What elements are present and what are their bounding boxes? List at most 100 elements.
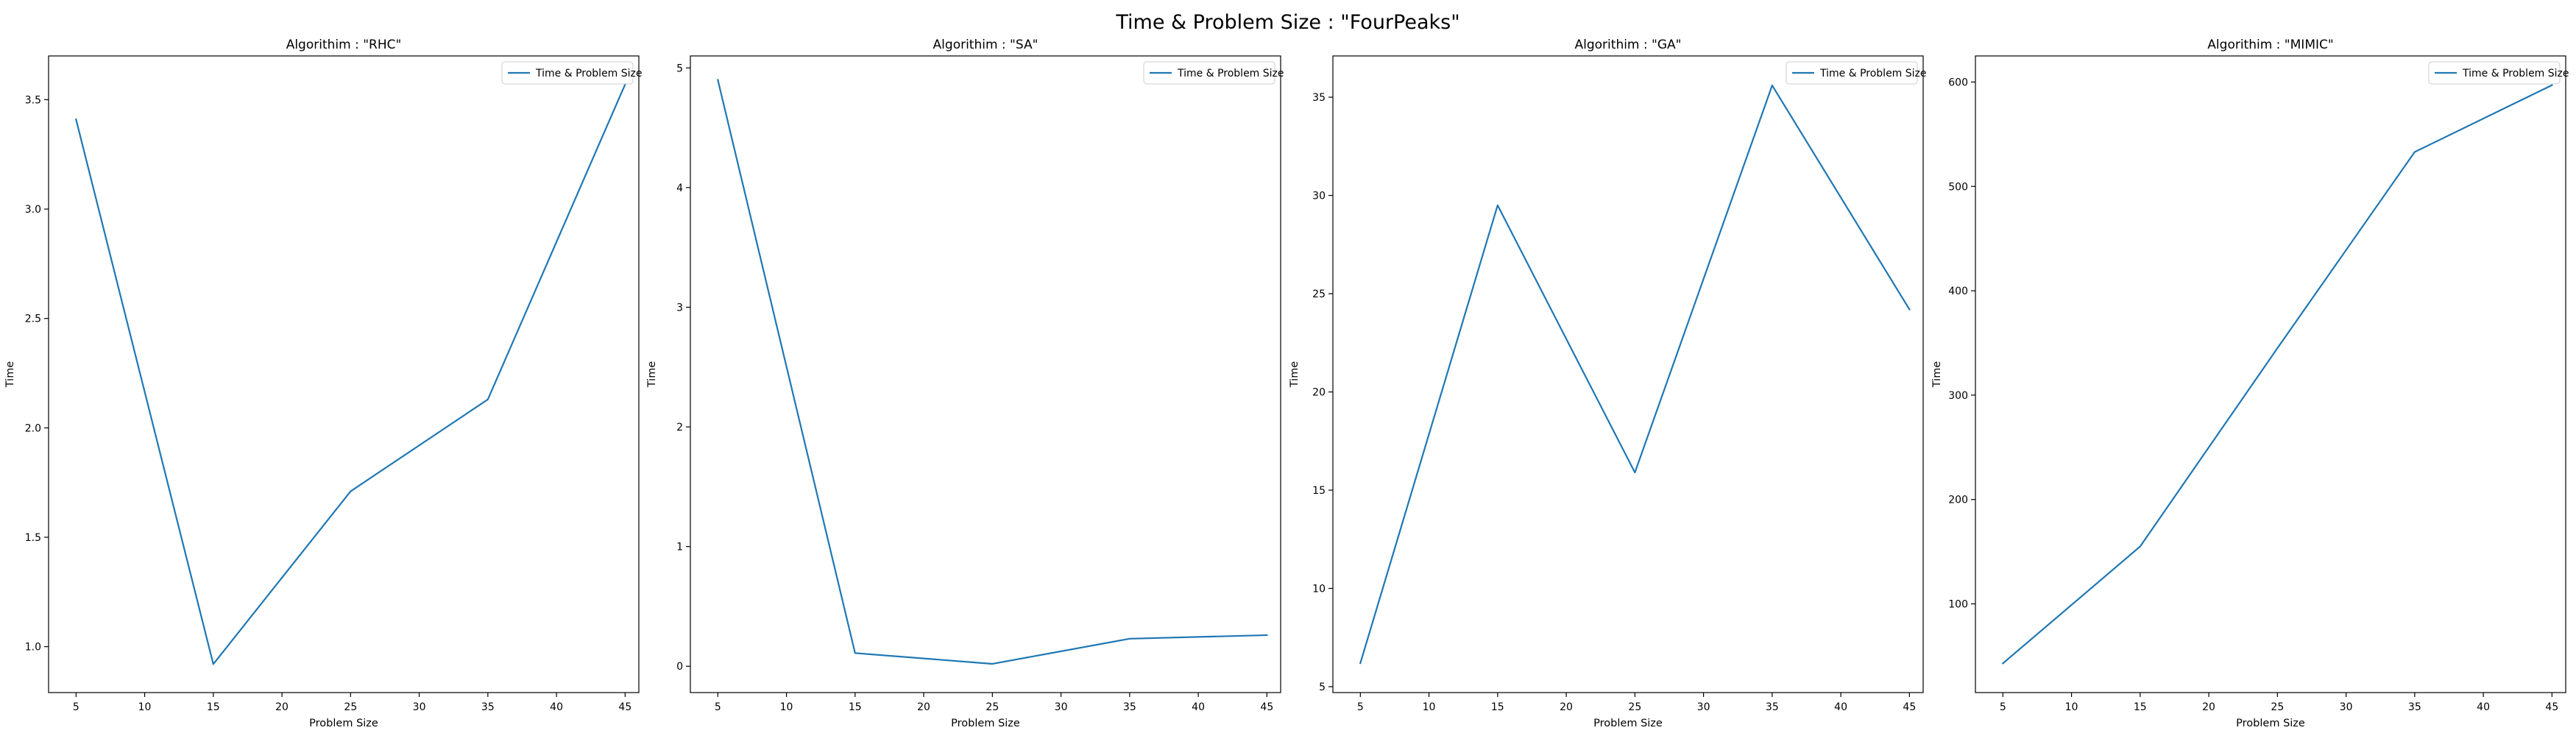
x-tick-label: 5 xyxy=(73,701,79,713)
x-tick-label: 15 xyxy=(207,701,220,713)
x-tick-label: 15 xyxy=(849,701,862,713)
y-tick-label: 200 xyxy=(1948,495,1968,506)
y-tick-label: 20 xyxy=(1312,387,1326,399)
y-tick-label: 5 xyxy=(1319,682,1326,693)
x-tick-label: 35 xyxy=(481,701,495,713)
y-axis-label: Time xyxy=(1289,361,1301,389)
x-tick-label: 5 xyxy=(715,701,721,713)
legend-label: Time & Problem Size xyxy=(1177,68,1284,79)
x-tick-label: 10 xyxy=(138,701,152,713)
x-tick-label: 40 xyxy=(2477,701,2490,713)
legend-box xyxy=(2428,61,2561,85)
y-axis-label: Time xyxy=(4,361,16,389)
y-tick-label: 5 xyxy=(676,63,683,74)
series-line-ga xyxy=(1359,84,1911,665)
y-tick-label: 600 xyxy=(1948,77,1968,88)
subplot-grid: Algorithim : "RHC"5 10 15 20 25 30 35 40 451.01.… xyxy=(4,38,2569,729)
axes-frame xyxy=(48,55,640,693)
x-tick-label: 45 xyxy=(618,701,631,713)
x-tick-label: 20 xyxy=(917,701,930,713)
axes-frame xyxy=(1332,55,1924,693)
y-tick-label: 4 xyxy=(676,183,683,194)
subplot-sa: Algorithim : "SA"5 10 15 20 25 30 35 40 45012345… xyxy=(646,38,1284,729)
x-tick-label: 35 xyxy=(1123,701,1136,713)
y-tick-label: 1 xyxy=(676,542,683,553)
legend-sa: Time & Problem Size xyxy=(1143,61,1284,85)
x-tick-label: 35 xyxy=(1766,701,1779,713)
x-tick-label: 40 xyxy=(1834,701,1847,713)
figure-suptitle: Time & Problem Size : "FourPeaks" xyxy=(1115,11,1459,34)
legend-box xyxy=(1786,61,1918,85)
legend-mimic: Time & Problem Size xyxy=(2428,61,2569,85)
subplot-rhc: Algorithim : "RHC" 5 10 15 20 25 30 35 40 45 1.0 1.… xyxy=(4,38,643,729)
y-tick-label: 1.0 xyxy=(25,642,41,654)
x-tick-label: 30 xyxy=(1055,701,1068,713)
x-tick-label: 45 xyxy=(1260,701,1273,713)
x-tick-label: 30 xyxy=(413,701,426,713)
y-tick-label: 400 xyxy=(1948,286,1968,297)
x-tick-label: 5 xyxy=(1357,701,1364,713)
x-axis-label: Problem Size xyxy=(2236,718,2305,729)
x-tick-label: 10 xyxy=(1423,701,1436,713)
legend-box xyxy=(1143,61,1275,85)
subplot-title-sa: Algorithim : "SA" xyxy=(933,38,1038,52)
subplot-title-mimic: Algorithim : "MIMIC" xyxy=(2207,38,2333,52)
x-tick-label: 5 xyxy=(2000,701,2006,713)
y-tick-label: 25 xyxy=(1312,289,1326,300)
x-axis-label: Problem Size xyxy=(309,718,378,729)
y-tick-label: 3.5 xyxy=(25,94,41,106)
series-line-sa xyxy=(716,79,1268,665)
x-tick-label: 30 xyxy=(1697,701,1710,713)
y-tick-label: 0 xyxy=(676,661,683,673)
x-tick-label: 25 xyxy=(1628,701,1641,713)
subplot-mimic: Algorithim : "MIMIC" 5 10 15 20 25 30 35 40 45 100… xyxy=(1931,38,2569,729)
x-tick-label: 20 xyxy=(1560,701,1573,713)
x-tick-label: 25 xyxy=(986,701,999,713)
y-tick-label: 2 xyxy=(676,422,683,434)
x-tick-label: 35 xyxy=(2408,701,2421,713)
y-tick-label: 100 xyxy=(1948,598,1968,610)
axes-frame xyxy=(690,55,1281,693)
x-tick-label: 10 xyxy=(780,701,793,713)
x-tick-label: 10 xyxy=(2065,701,2078,713)
subplot-title-rhc: Algorithim : "RHC" xyxy=(286,38,402,52)
legend-label: Time & Problem Size xyxy=(1819,68,1927,79)
x-tick-label: 45 xyxy=(1903,701,1916,713)
legend-label: Time & Problem Size xyxy=(535,68,643,79)
subplot-title-ga: Algorithim : "GA" xyxy=(1575,38,1682,52)
series-line-rhc xyxy=(74,83,626,665)
x-tick-label: 20 xyxy=(2202,701,2215,713)
axes-frame xyxy=(1975,55,2566,693)
y-tick-label: 15 xyxy=(1312,485,1326,497)
legend-box xyxy=(501,61,634,85)
x-tick-label: 15 xyxy=(2134,701,2147,713)
x-tick-label: 30 xyxy=(2340,701,2353,713)
legend-ga: Time & Problem Size xyxy=(1786,61,1927,85)
legend-label: Time & Problem Size xyxy=(2462,68,2569,79)
x-axis-label: Problem Size xyxy=(951,718,1020,729)
y-tick-label: 2.0 xyxy=(25,422,41,434)
x-tick-label: 20 xyxy=(275,701,289,713)
y-tick-label: 1.5 xyxy=(25,532,41,544)
x-axis-label: Problem Size xyxy=(1593,718,1663,729)
y-tick-label: 35 xyxy=(1312,92,1326,104)
y-tick-label: 10 xyxy=(1312,584,1326,595)
x-tick-label: 45 xyxy=(2545,701,2558,713)
x-tick-label: 40 xyxy=(550,701,563,713)
y-axis-label: Time xyxy=(646,361,658,389)
x-tick-label: 25 xyxy=(344,701,357,713)
y-tick-label: 300 xyxy=(1948,390,1968,402)
y-tick-label: 3 xyxy=(676,302,683,314)
y-tick-label: 3.0 xyxy=(25,204,41,216)
y-tick-label: 500 xyxy=(1948,181,1968,193)
y-tick-label: 2.5 xyxy=(25,314,41,325)
x-tick-label: 25 xyxy=(2271,701,2284,713)
series-line-mimic xyxy=(2001,84,2553,665)
subplot-ga: Algorithim : "GA" 5 10 15 20 25 30 35 40 45 5 10 15 2… xyxy=(1289,38,1927,729)
y-axis-label: Time xyxy=(1931,361,1943,389)
x-tick-label: 15 xyxy=(1491,701,1504,713)
x-tick-label: 40 xyxy=(1192,701,1205,713)
y-tick-label: 30 xyxy=(1312,191,1326,202)
